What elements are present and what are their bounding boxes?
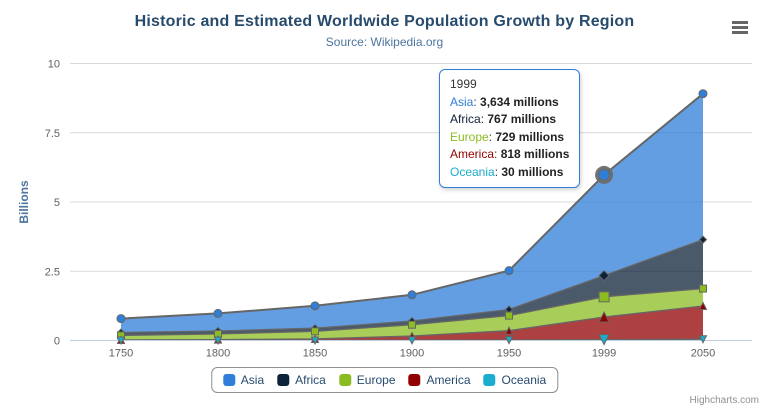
chart-subtitle: Source: Wikipedia.org [325,35,444,49]
legend-swatch-europe [338,374,351,386]
area-africa[interactable] [121,239,703,336]
marker-america-1950[interactable] [504,326,514,335]
marker-oceania-1750[interactable] [116,336,126,346]
x-axis-label: 2050 [691,348,715,360]
legend-item-europe[interactable]: Europe [338,373,396,387]
marker-asia-1950[interactable] [504,266,514,276]
marker-oceania-1900[interactable] [407,336,417,345]
legend-item-africa[interactable]: Africa [277,373,326,387]
x-axis-label: 1900 [400,348,424,360]
marker-oceania-2050[interactable] [698,335,708,344]
legend-item-asia[interactable]: Asia [222,373,265,387]
marker-asia-1900[interactable] [407,290,417,300]
legend-swatch-africa [277,374,290,386]
legend-swatch-america [408,374,421,386]
y-axis-label: 5 [54,197,60,209]
context-menu-button[interactable] [728,17,752,38]
area-america[interactable] [121,306,703,341]
legend-swatch-asia [222,374,235,386]
marker-asia-1750[interactable] [116,314,126,324]
marker-asia-1850[interactable] [310,301,320,311]
y-axis-label: 0 [54,336,60,348]
marker-oceania-1850[interactable] [310,336,320,346]
x-axis-label: 1850 [303,348,327,360]
y-axis-label: 7.5 [45,128,60,140]
hamburger-icon [732,26,748,29]
hamburger-icon [732,21,748,24]
marker-africa-1999[interactable] [598,269,610,282]
marker-oceania-1800[interactable] [213,336,223,346]
marker-europe-1900[interactable] [408,320,416,329]
legend-item-america[interactable]: America [408,373,471,387]
marker-europe-1950[interactable] [505,311,513,320]
legend-label: Oceania [501,373,547,387]
marker-europe-1850[interactable] [311,327,319,336]
marker-asia-1999[interactable] [598,168,611,181]
marker-oceania-1950[interactable] [504,336,514,345]
marker-europe-2050[interactable] [699,284,707,293]
marker-asia-2050[interactable] [698,89,708,99]
marker-america-1999[interactable] [598,310,610,323]
credits-link[interactable]: Highcharts.com [689,395,759,406]
marker-africa-2050[interactable] [698,235,708,244]
legend: Asia Africa Europe America Oceania [210,367,559,393]
y-axis-label: 10 [48,59,60,71]
legend-item-oceania[interactable]: Oceania [483,373,547,387]
marker-europe-1999[interactable] [598,291,610,303]
hamburger-icon [732,31,748,34]
y-axis-title: Billions [17,180,31,224]
legend-label: America [426,373,471,387]
legend-swatch-oceania [483,374,496,386]
x-axis-label: 1999 [592,348,616,360]
marker-america-2050[interactable] [698,301,708,310]
marker-asia-1800[interactable] [213,308,223,318]
area-asia[interactable] [121,93,703,333]
x-axis-label: 1800 [206,348,230,360]
x-axis-label: 1950 [497,348,521,360]
legend-label: Europe [356,373,396,387]
x-axis-label: 1750 [109,348,133,360]
legend-label: Asia [240,373,265,387]
marker-oceania-1999[interactable] [598,334,610,346]
y-axis-label: 2.5 [45,266,60,278]
legend-label: Africa [295,373,326,387]
chart-title: Historic and Estimated Worldwide Populat… [134,13,635,30]
